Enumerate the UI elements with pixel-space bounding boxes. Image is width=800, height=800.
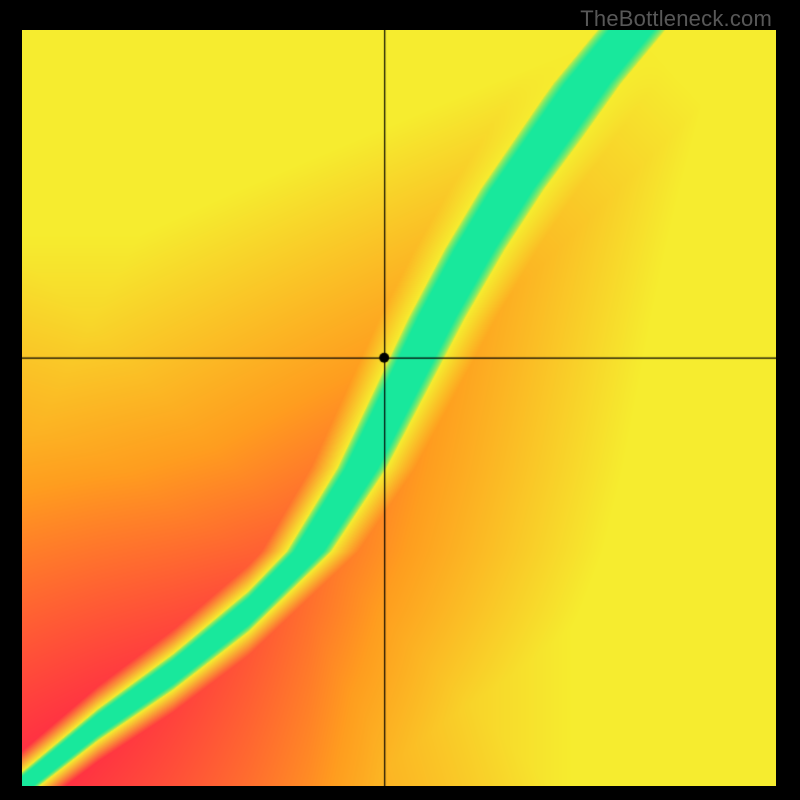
- bottleneck-heatmap: [22, 30, 776, 786]
- chart-container: TheBottleneck.com: [0, 0, 800, 800]
- watermark-text: TheBottleneck.com: [580, 6, 772, 32]
